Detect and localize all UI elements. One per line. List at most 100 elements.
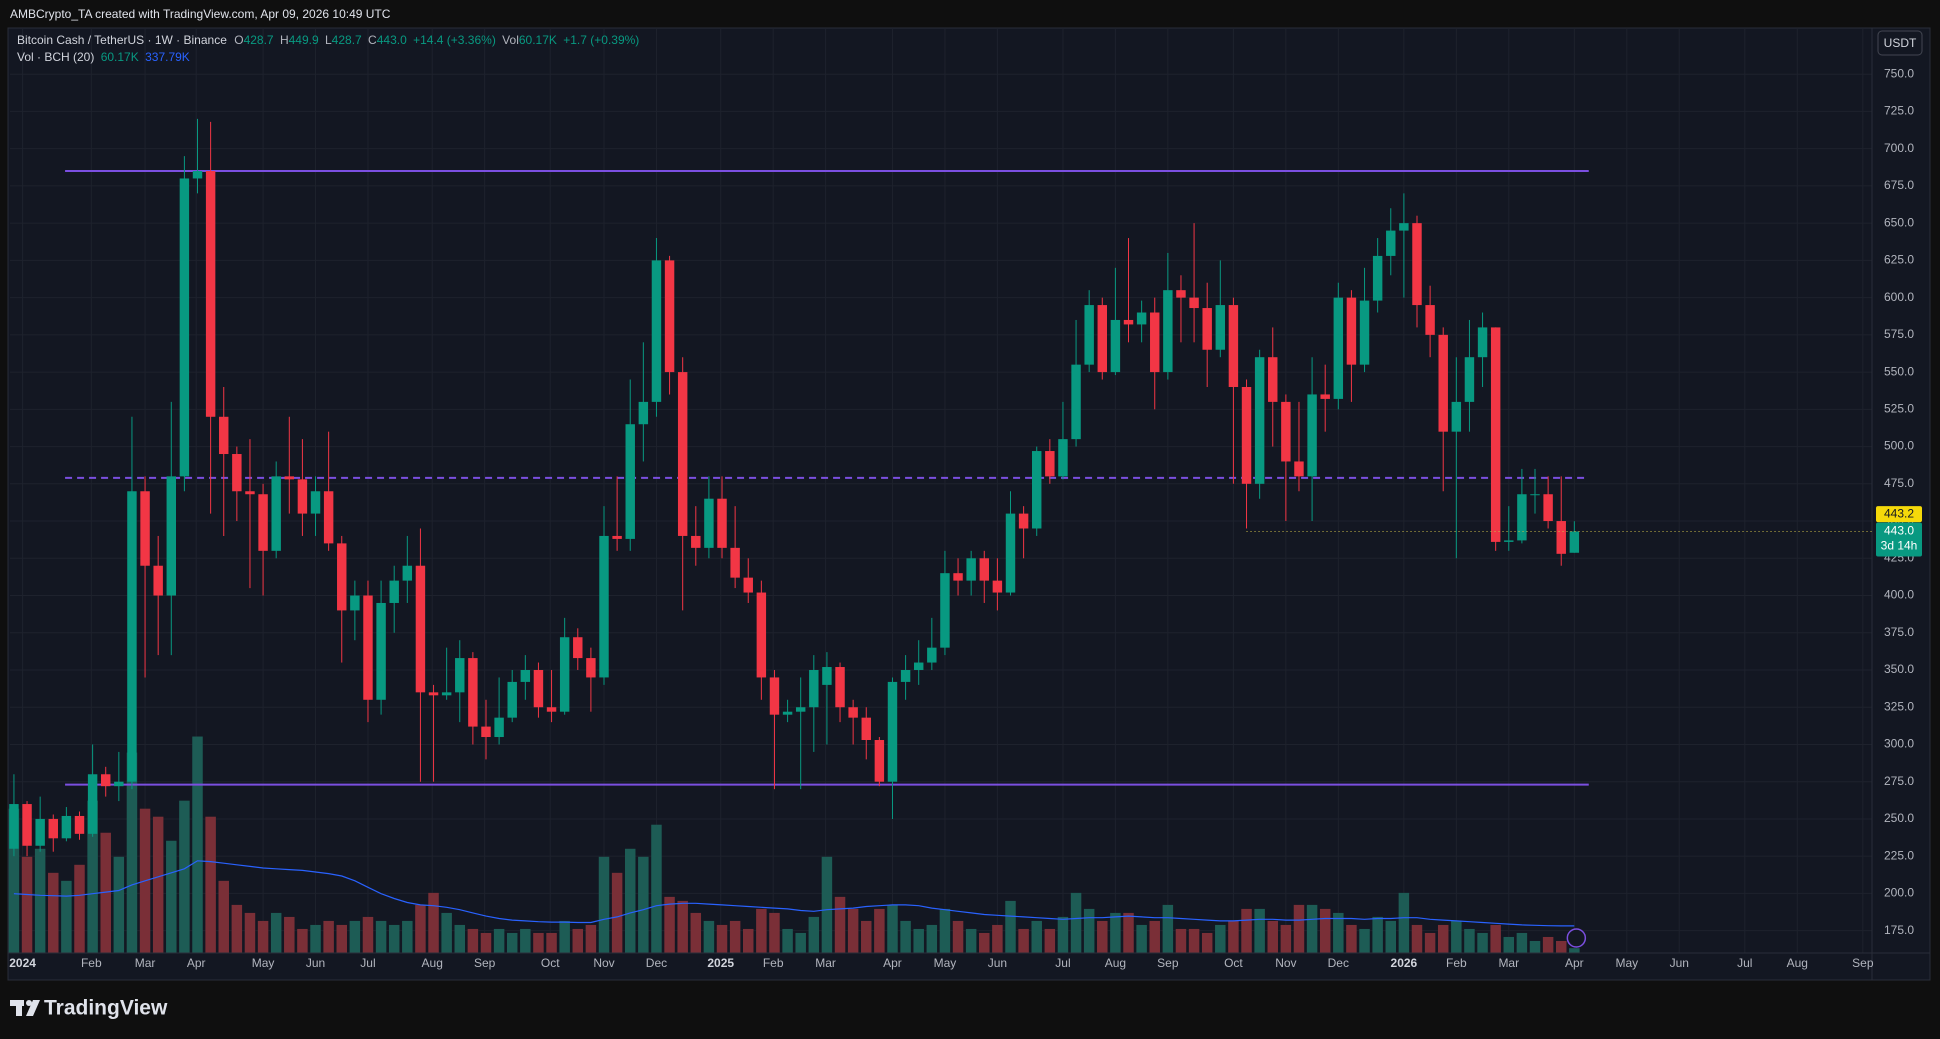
candle-body	[546, 707, 557, 712]
y-tick-label: 375.0	[1884, 625, 1914, 639]
x-tick-label: Jun	[988, 956, 1007, 970]
legend-value: 60.17K	[519, 33, 557, 47]
volume-bar	[664, 896, 675, 953]
candle-body	[809, 669, 819, 708]
volume-bar	[454, 924, 466, 953]
volume-bar	[284, 916, 295, 953]
volume-bar	[388, 924, 400, 953]
volume-bar	[1254, 908, 1265, 953]
volume-bar	[1280, 924, 1292, 953]
legend-change: +14.4 (+3.36%)	[413, 33, 496, 47]
x-tick-label: Sep	[1852, 956, 1874, 970]
candle-body	[507, 681, 517, 718]
logo-shape	[16, 1000, 22, 1016]
candle-body	[1071, 364, 1081, 440]
volume-bar	[1477, 932, 1488, 953]
volume-bar	[1083, 908, 1095, 953]
volume-bar	[1070, 892, 1082, 953]
x-tick-label: Nov	[1275, 956, 1296, 970]
candle-body	[166, 476, 177, 596]
candle-body	[297, 479, 308, 514]
volume-bar	[1018, 928, 1029, 953]
candle-body	[1084, 305, 1094, 365]
candle-body	[1359, 300, 1370, 365]
volume-bar	[126, 752, 138, 953]
candle-body	[1569, 531, 1580, 553]
candle-body	[1530, 494, 1540, 496]
y-tick-label: 725.0	[1884, 104, 1914, 118]
volume-bar	[336, 924, 347, 953]
x-tick-label: Mar	[815, 956, 836, 970]
volume-bar	[1228, 920, 1239, 953]
y-tick-label: 500.0	[1884, 439, 1914, 453]
candle-body	[1097, 305, 1108, 373]
volume-bar	[847, 908, 859, 953]
volume-bar	[506, 932, 518, 953]
legend-value: 428.7	[332, 33, 362, 47]
candle-body	[691, 535, 701, 548]
volume-bar	[1097, 920, 1108, 953]
volume-bar	[493, 928, 505, 953]
candle-body	[1399, 223, 1409, 231]
replay-icon[interactable]	[1566, 928, 1587, 948]
candle-body	[664, 260, 675, 373]
volume-bar	[520, 928, 531, 953]
volume-bar	[1398, 892, 1410, 953]
marker-label: 443.2	[1884, 506, 1914, 520]
y-tick-label: 225.0	[1884, 848, 1914, 862]
volume-bar	[808, 916, 820, 953]
x-tick-label: Feb	[81, 956, 102, 970]
volume-bar	[1215, 924, 1226, 953]
volume-bar	[1464, 928, 1475, 953]
volume-bar	[1188, 928, 1200, 953]
volume-bar	[1516, 932, 1528, 953]
volume-bar	[1005, 900, 1016, 953]
volume-bar	[782, 928, 793, 953]
volume-bar	[874, 908, 885, 953]
volume-bar	[742, 928, 754, 953]
candle-body	[153, 565, 163, 596]
y-tick-label: 300.0	[1884, 737, 1914, 751]
y-tick-label: 325.0	[1884, 699, 1914, 713]
candle-body	[1163, 290, 1173, 373]
volume-ma-line	[13, 860, 1575, 927]
currency-button[interactable]	[1877, 30, 1923, 56]
candle-body	[415, 565, 426, 693]
currency-label[interactable]: USDT	[1884, 36, 1917, 50]
candle-body	[822, 667, 832, 685]
candle-body	[769, 677, 780, 715]
x-tick-label: Apr	[187, 956, 206, 970]
volume-bar	[1569, 948, 1580, 953]
candle-body	[232, 454, 242, 492]
candle-body	[363, 595, 373, 700]
y-tick-label: 350.0	[1884, 662, 1914, 676]
volume-bar	[467, 928, 479, 953]
volume-bar	[87, 800, 98, 953]
y-tick-label: 275.0	[1884, 774, 1914, 788]
y-tick-label: 625.0	[1884, 253, 1914, 267]
volume-bar	[979, 932, 990, 953]
volume-bar	[965, 928, 977, 953]
x-tick-label: 2025	[707, 956, 734, 970]
candle-body	[1320, 394, 1330, 399]
candle-body	[677, 372, 688, 536]
candle-body	[1215, 305, 1226, 350]
y-tick-label: 175.0	[1884, 923, 1914, 937]
candle-body	[22, 804, 32, 846]
candle-body	[1228, 305, 1239, 387]
x-tick-label: Nov	[593, 956, 614, 970]
candle-body	[1517, 494, 1527, 541]
volume-bar	[1057, 916, 1069, 953]
x-tick-label: Mar	[1498, 956, 1519, 970]
header-text: AMBCrypto_TA created with TradingView.co…	[10, 7, 391, 21]
candle-body	[520, 669, 531, 682]
volume-bar	[624, 848, 636, 953]
volume-bar	[166, 840, 177, 953]
volume-bar	[270, 912, 282, 953]
indicator-legend: Vol · BCH (20) 60.17K 337.79K	[17, 50, 190, 64]
candle-body	[559, 637, 570, 712]
candle-body	[114, 781, 124, 787]
candle-body	[1241, 386, 1252, 484]
candle-body	[782, 711, 793, 715]
volume-bar	[651, 824, 662, 953]
